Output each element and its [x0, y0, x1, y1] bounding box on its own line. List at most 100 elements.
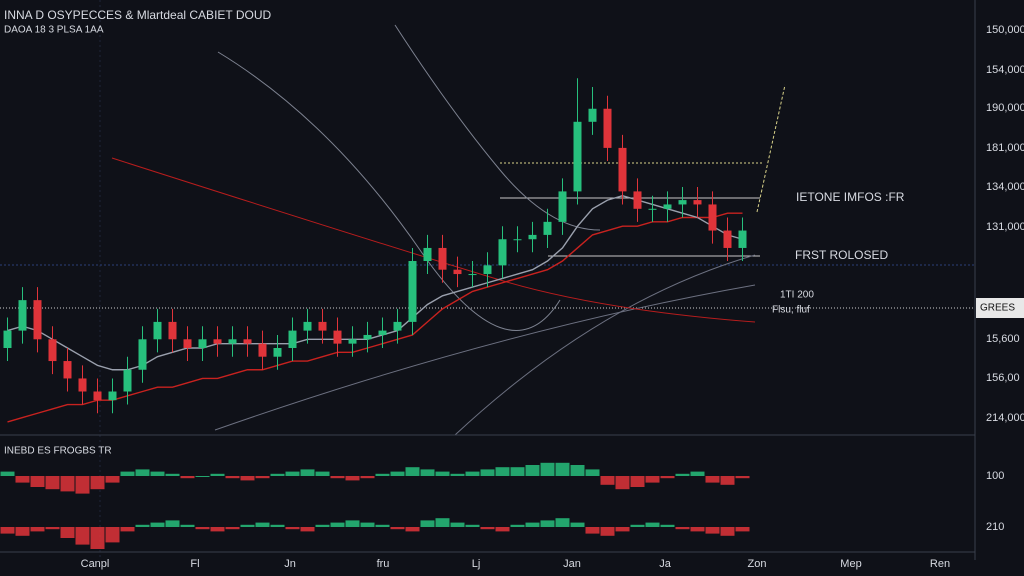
histogram-bar — [150, 471, 165, 476]
trend-curve — [394, 24, 601, 231]
histogram-bar — [195, 476, 210, 477]
histogram-bar — [540, 462, 555, 476]
histogram-bar — [600, 476, 615, 485]
histogram-bar — [180, 524, 195, 527]
candle-body — [483, 265, 492, 275]
candle-body — [618, 147, 627, 192]
candle-body — [378, 330, 387, 335]
histogram-bar — [720, 527, 735, 536]
candle-body — [738, 230, 747, 248]
x-tick-label: Fl — [190, 558, 199, 570]
histogram-bar — [30, 527, 45, 532]
histogram-bar — [180, 476, 195, 479]
histogram-bar — [300, 527, 315, 532]
histogram-bar — [615, 527, 630, 532]
y-tick-label: 154,000 — [986, 64, 1024, 76]
histogram-bar — [0, 527, 15, 534]
histogram-bar — [390, 471, 405, 476]
candle-body — [48, 339, 57, 362]
histogram-bar — [210, 527, 225, 532]
candle-body — [93, 391, 102, 401]
histogram-bar — [105, 476, 120, 483]
indicator-tick-label: 100 — [986, 470, 1004, 482]
histogram-bar — [0, 471, 15, 476]
candle-body — [393, 321, 402, 331]
histogram-bar — [585, 527, 600, 534]
candle-body — [723, 230, 732, 248]
histogram-bar — [525, 522, 540, 527]
candle-body — [663, 204, 672, 209]
histogram-bar — [195, 527, 210, 530]
candle-body — [288, 330, 297, 348]
candle-body — [168, 321, 177, 340]
histogram-bar — [690, 471, 705, 476]
histogram-bar — [465, 524, 480, 527]
histogram-bar — [690, 527, 705, 532]
histogram-bar — [240, 476, 255, 481]
candle-body — [573, 121, 582, 192]
candle-body — [228, 339, 237, 344]
y-tick-label: 134,000 — [986, 181, 1024, 193]
price-tag-label: GREES — [980, 303, 1015, 314]
price-tag — [976, 298, 1024, 318]
histogram-bar — [135, 524, 150, 527]
histogram-bar — [675, 527, 690, 530]
candle-body — [408, 261, 417, 322]
histogram-bar — [450, 522, 465, 527]
y-tick-label: 190,000 — [986, 102, 1024, 114]
histogram-bar — [210, 473, 225, 476]
histogram-bar — [240, 524, 255, 527]
candle-body — [528, 234, 537, 240]
histogram-bar — [60, 527, 75, 538]
moving-average — [7, 212, 743, 423]
histogram-bar — [330, 522, 345, 527]
candle-body — [198, 339, 207, 348]
candle-body — [708, 204, 717, 231]
histogram-bar — [630, 476, 645, 487]
candle-body — [303, 321, 312, 331]
trend-curve — [111, 157, 756, 323]
histogram-bar — [510, 467, 525, 476]
candle-body — [648, 208, 657, 210]
histogram-bar — [525, 465, 540, 476]
moving-average — [7, 195, 743, 371]
candle-body — [318, 321, 327, 331]
histogram-bar — [600, 527, 615, 536]
candle-body — [33, 300, 42, 340]
candle-body — [588, 108, 597, 122]
histogram-bar — [375, 473, 390, 476]
histogram-bar — [270, 473, 285, 476]
histogram-bar — [480, 469, 495, 476]
histogram-bar — [345, 520, 360, 527]
candle-body — [633, 191, 642, 209]
candle-body — [78, 378, 87, 392]
histogram-bar — [285, 527, 300, 530]
histogram-bar — [735, 527, 750, 532]
histogram-bar — [660, 524, 675, 527]
histogram-bar — [435, 518, 450, 527]
trend-curve — [214, 284, 756, 431]
histogram-bar — [360, 476, 375, 479]
y-tick-label: 181,000 — [986, 142, 1024, 154]
histogram-bar — [570, 465, 585, 476]
y-tick-label: 150,000 — [986, 24, 1024, 36]
candle-body — [333, 330, 342, 344]
candle-body — [138, 339, 147, 370]
candle-body — [678, 200, 687, 205]
histogram-bar — [90, 476, 105, 490]
histogram-bar — [420, 520, 435, 527]
histogram-bar — [75, 527, 90, 545]
histogram-bar — [360, 522, 375, 527]
candle-body — [558, 191, 567, 222]
annotation: Flsu, fluf — [772, 305, 810, 316]
candle-body — [423, 247, 432, 261]
arrow — [756, 84, 786, 213]
candle-body — [273, 348, 282, 357]
candle-body — [258, 343, 267, 357]
x-tick-label: Ren — [930, 558, 950, 570]
y-tick-label: 214,000 — [986, 412, 1024, 424]
candle-body — [108, 391, 117, 401]
histogram-bar — [555, 518, 570, 527]
histogram-bar — [315, 471, 330, 476]
candle-body — [693, 200, 702, 205]
